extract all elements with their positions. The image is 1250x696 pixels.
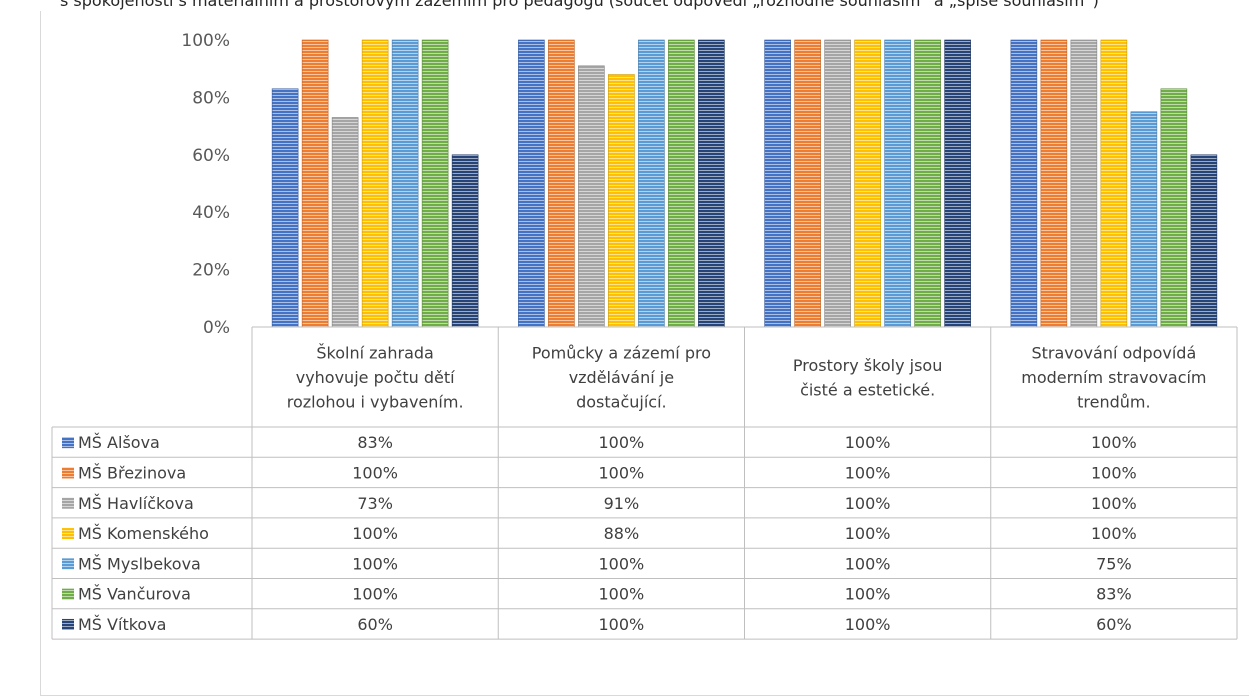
y-tick-label: 20%	[192, 261, 230, 281]
legend-key	[62, 437, 74, 449]
bar	[1190, 154, 1218, 328]
bar	[944, 39, 971, 328]
category-label: dostačující.	[576, 393, 667, 412]
data-value-label: 75%	[1096, 554, 1132, 573]
data-value-label: 100%	[599, 585, 645, 604]
bar	[548, 39, 575, 328]
data-value-label: 100%	[599, 463, 645, 482]
bar	[1130, 111, 1158, 328]
category-label: čisté a estetické.	[800, 380, 935, 399]
bar	[301, 39, 329, 328]
bar	[451, 154, 479, 328]
y-tick-label: 80%	[192, 88, 230, 108]
legend-series-name: MŠ Alšova	[78, 433, 160, 452]
y-tick-label: 60%	[192, 146, 230, 166]
bar	[884, 39, 911, 328]
data-value-label: 100%	[845, 554, 891, 573]
data-value-label: 60%	[357, 615, 393, 634]
data-value-label: 100%	[599, 554, 645, 573]
data-value-label: 100%	[599, 615, 645, 634]
category-label: Prostory školy jsou	[793, 356, 942, 375]
bar	[854, 39, 881, 328]
data-value-label: 100%	[845, 615, 891, 634]
data-value-label: 100%	[845, 433, 891, 452]
data-value-label: 100%	[845, 585, 891, 604]
bar	[698, 39, 725, 328]
category-label: Školní zahrada	[316, 344, 433, 363]
bar	[794, 39, 821, 328]
data-value-label: 100%	[1091, 463, 1137, 482]
data-value-label: 91%	[604, 494, 640, 513]
legend-key	[62, 588, 74, 600]
bar	[331, 117, 359, 328]
category-label: vyhovuje počtu dětí	[296, 368, 455, 387]
bar	[1070, 39, 1098, 328]
y-tick-label: 100%	[181, 31, 230, 51]
data-value-label: 100%	[1091, 524, 1137, 543]
bar	[764, 39, 791, 328]
data-value-label: 83%	[357, 433, 393, 452]
bar	[914, 39, 941, 328]
legend-key	[62, 558, 74, 570]
bar	[1100, 39, 1128, 328]
legend-series-name: MŠ Myslbekova	[78, 554, 201, 573]
legend-key	[62, 528, 74, 540]
bar	[608, 74, 635, 328]
data-value-label: 100%	[599, 433, 645, 452]
bar	[1010, 39, 1038, 328]
bar	[1160, 88, 1188, 328]
y-tick-label: 40%	[192, 203, 230, 223]
bar	[518, 39, 545, 328]
data-value-label: 100%	[352, 463, 398, 482]
legend-key	[62, 467, 74, 479]
category-label: Stravování odpovídá	[1031, 344, 1196, 363]
category-label: Pomůcky a zázemí pro	[532, 344, 711, 363]
bar	[578, 65, 605, 328]
bar	[638, 39, 665, 328]
legend-key	[62, 497, 74, 509]
bar	[421, 39, 449, 328]
data-value-label: 100%	[1091, 494, 1137, 513]
bar	[361, 39, 389, 328]
data-value-label: 100%	[845, 494, 891, 513]
data-value-label: 100%	[845, 524, 891, 543]
legend-series-name: MŠ Havlíčkova	[78, 494, 194, 513]
legend-series-name: MŠ Vančurova	[78, 585, 191, 604]
bar	[1040, 39, 1068, 328]
legend-series-name: MŠ Březinova	[78, 463, 186, 482]
bar	[271, 88, 299, 328]
data-value-label: 88%	[604, 524, 640, 543]
data-value-label: 73%	[357, 494, 393, 513]
legend-key	[62, 618, 74, 630]
data-value-label: 100%	[1091, 433, 1137, 452]
category-label: trendům.	[1077, 393, 1150, 412]
category-label: moderním stravovacím	[1021, 368, 1206, 387]
data-value-label: 60%	[1096, 615, 1132, 634]
data-value-label: 100%	[352, 585, 398, 604]
data-value-label: 100%	[845, 463, 891, 482]
bar	[391, 39, 419, 328]
data-value-label: 83%	[1096, 585, 1132, 604]
category-label: vzdělávání je	[569, 368, 674, 387]
bar	[668, 39, 695, 328]
legend-series-name: MŠ Vítkova	[78, 615, 166, 634]
chart-caption: s spokojenosti s materiálním a prostorov…	[60, 0, 1099, 10]
bar	[824, 39, 851, 328]
category-label: rozlohou i vybavením.	[287, 393, 464, 412]
data-value-label: 100%	[352, 554, 398, 573]
y-tick-label: 0%	[203, 318, 230, 338]
legend-series-name: MŠ Komenského	[78, 524, 209, 543]
data-value-label: 100%	[352, 524, 398, 543]
